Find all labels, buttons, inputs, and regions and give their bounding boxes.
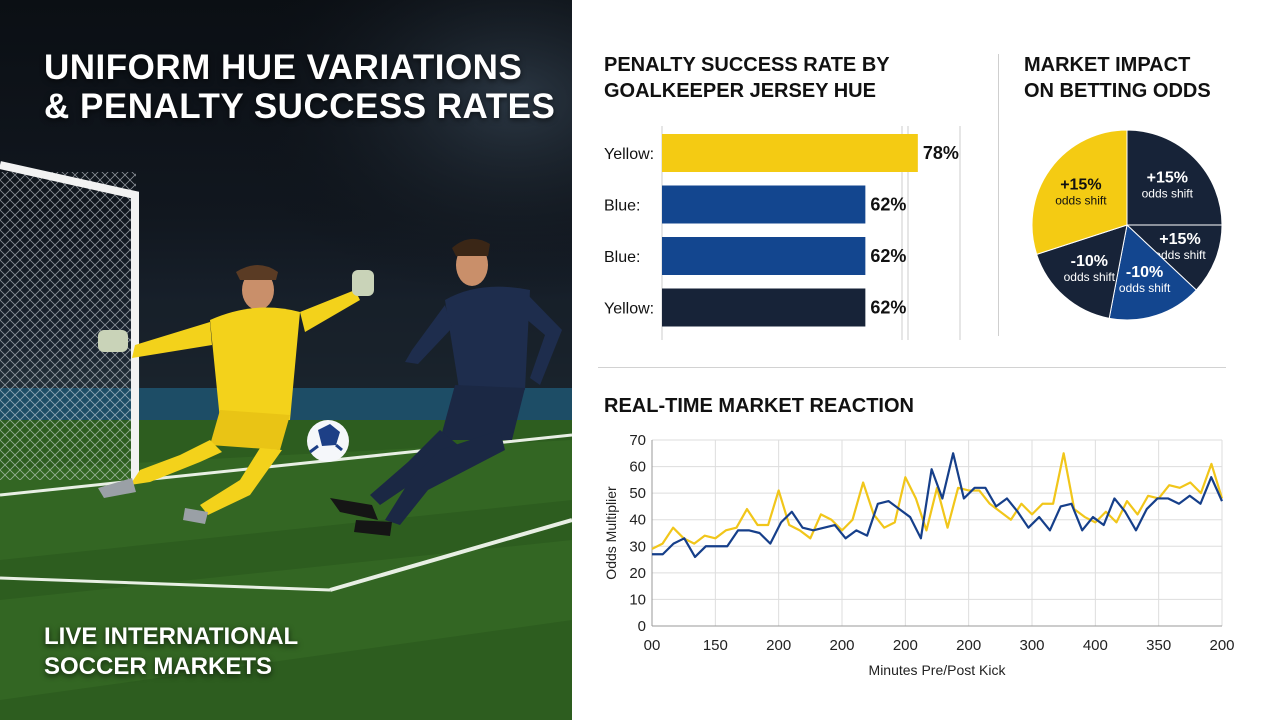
x-tick-label: 300 [1019, 637, 1044, 654]
pie-slice-sublabel: odds shift [1064, 270, 1116, 284]
x-tick-label: 200 [956, 637, 981, 654]
goal-net [0, 172, 136, 480]
bar-category-label: Blue: [604, 249, 640, 266]
x-tick-label: 200 [1209, 637, 1234, 654]
x-axis-label: Minutes Pre/Post Kick [869, 662, 1007, 678]
x-tick-label: 350 [1146, 637, 1171, 654]
pie-slice-sublabel: odds shift [1142, 187, 1194, 201]
pie-slice-label: +15% [1147, 170, 1188, 187]
bar [662, 134, 918, 172]
goal-post [0, 161, 139, 480]
bar [662, 185, 866, 224]
pie-slice-sublabel: odds shift [1119, 281, 1171, 295]
section-divider-vertical [998, 54, 999, 336]
line-chart-title: REAL-TIME MARKET REACTION [604, 395, 914, 417]
goalkeeper-figure [98, 265, 374, 524]
y-tick-label: 70 [629, 432, 646, 449]
y-tick-label: 50 [629, 485, 646, 502]
pie-slice-sublabel: odds shift [1154, 248, 1206, 262]
hero-photo: UNIFORM HUE VARIATIONS & PENALTY SUCCESS… [0, 0, 572, 720]
y-tick-label: 20 [629, 565, 646, 582]
bar [662, 288, 866, 327]
bar-category-label: Blue: [604, 198, 640, 215]
line-chart: 0 10 20 30 40 50 60 70 00 150 200 200 200 200 300 400 35… [603, 432, 1235, 678]
x-tick-label: 150 [703, 637, 728, 654]
x-tick-label: 400 [1083, 637, 1108, 654]
bar-category-label: Yellow: [604, 301, 654, 318]
y-axis-label: Odds Multiplier [603, 486, 619, 580]
infographic-title: UNIFORM HUE VARIATIONS & PENALTY SUCCESS… [44, 48, 556, 126]
ball-icon [307, 420, 349, 462]
bar-value-label: 62% [870, 246, 906, 266]
penalty-box-line [329, 518, 572, 592]
bar-value-label: 62% [870, 298, 906, 318]
bar-value-label: 62% [870, 195, 906, 215]
left-footer-caption: LIVE INTERNATIONAL SOCCER MARKETS [44, 623, 299, 680]
pie-slice-label: +15% [1060, 176, 1101, 193]
x-tick-label: 200 [766, 637, 791, 654]
y-tick-label: 30 [629, 538, 646, 555]
x-tick-label: 200 [893, 637, 918, 654]
pie-slice [1108, 224, 1197, 321]
bar-value-label: 78% [923, 143, 959, 163]
series-line [652, 452, 1224, 559]
series-line [651, 452, 1224, 550]
bar-category-label: Yellow: [604, 146, 654, 163]
pie-chart: +15%odds shift+15%odds shift-10%odds shi… [1031, 129, 1223, 321]
x-tick-label: 200 [829, 637, 854, 654]
y-tick-label: 0 [638, 618, 646, 635]
penalty-scene-illustration [0, 0, 572, 720]
pie-slice [1031, 129, 1128, 255]
bar [662, 237, 866, 275]
bar-chart-title: PENALTY SUCCESS RATE BY GOALKEEPER JERSE… [604, 54, 890, 102]
pie-slice [1126, 129, 1223, 226]
y-tick-label: 60 [629, 459, 646, 476]
pie-chart-title: MARKET IMPACT ON BETTING ODDS [1024, 54, 1211, 102]
pie-slice-sublabel: odds shift [1055, 193, 1107, 207]
striker-figure [330, 238, 562, 536]
pie-slice-label: -10% [1071, 253, 1108, 270]
pie-slice [1125, 224, 1223, 291]
y-tick-label: 40 [629, 512, 646, 529]
section-divider-horizontal [598, 367, 1226, 368]
x-tick-label: 00 [644, 637, 661, 654]
y-tick-label: 10 [629, 591, 646, 608]
pie-slice-label: -10% [1126, 264, 1163, 281]
pie-slice-label: +15% [1159, 231, 1200, 248]
pie-slice [1036, 224, 1128, 319]
bar-chart: Yellow: 78% Blue: 62% Blue: 62% Yellow: 62% [604, 126, 961, 340]
